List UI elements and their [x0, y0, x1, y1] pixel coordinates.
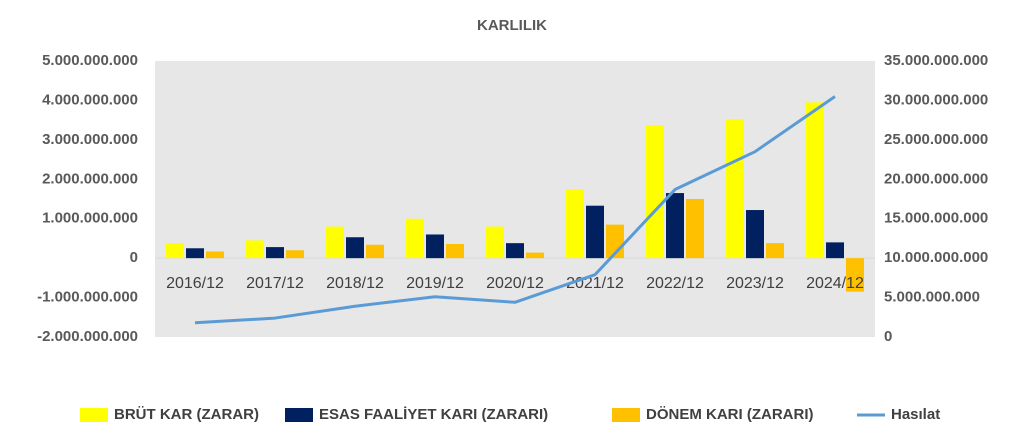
x-tick-label: 2016/12	[166, 275, 224, 292]
y2-tick-label: 35.000.000.000	[884, 52, 988, 69]
bar	[586, 205, 604, 259]
x-tick-label: 2021/12	[566, 275, 624, 292]
x-tick-label: 2024/12	[806, 275, 864, 292]
x-tick-label: 2019/12	[406, 275, 464, 292]
bar	[526, 252, 544, 259]
x-tick-label: 2017/12	[246, 275, 304, 292]
x-tick-label: 2023/12	[726, 275, 784, 292]
line-series	[194, 95, 836, 325]
legend-label: Hasılat	[891, 406, 940, 423]
bar	[826, 242, 844, 259]
bar	[726, 119, 744, 259]
bar	[666, 193, 684, 259]
bar	[286, 250, 304, 259]
y-tick-label: -1.000.000.000	[37, 289, 138, 306]
bar	[746, 210, 764, 259]
y-tick-label: 3.000.000.000	[42, 131, 138, 148]
y2-tick-label: 10.000.000.000	[884, 249, 988, 266]
y-tick-label: 1.000.000.000	[42, 210, 138, 227]
bar	[806, 102, 824, 259]
bar	[326, 226, 344, 259]
y-tick-label: 2.000.000.000	[42, 170, 138, 187]
bar	[686, 199, 704, 259]
y2-tick-label: 0	[884, 328, 892, 345]
bar	[366, 244, 384, 259]
y2-tick-label: 30.000.000.000	[884, 91, 988, 108]
y2-tick-label: 25.000.000.000	[884, 131, 988, 148]
y2-tick-label: 20.000.000.000	[884, 170, 988, 187]
y2-tick-label: 5.000.000.000	[884, 289, 980, 306]
bar	[506, 243, 524, 259]
legend-label: DÖNEM KARI (ZARARI)	[646, 406, 813, 423]
legend-swatch	[80, 408, 108, 422]
legend-label: ESAS FAALİYET KARI (ZARARI)	[319, 406, 548, 423]
bar	[266, 247, 284, 259]
bar	[186, 248, 204, 259]
legend-swatch	[285, 408, 313, 422]
chart-title: KARLILIK	[477, 17, 547, 34]
y-tick-label: 4.000.000.000	[42, 91, 138, 108]
bar	[426, 234, 444, 259]
x-tick-label: 2020/12	[486, 275, 544, 292]
bar	[406, 218, 424, 259]
bar	[646, 125, 664, 259]
x-tick-label: 2018/12	[326, 275, 384, 292]
legend-swatch	[612, 408, 640, 422]
y-tick-label: 5.000.000.000	[42, 52, 138, 69]
y-tick-label: -2.000.000.000	[37, 328, 138, 345]
bar	[446, 243, 464, 259]
bar	[246, 240, 264, 259]
bar	[166, 243, 184, 259]
bar	[846, 258, 864, 292]
plot-area	[155, 61, 875, 337]
bar	[566, 189, 584, 259]
bar	[766, 243, 784, 259]
bar	[486, 226, 504, 259]
legend-label: BRÜT KAR (ZARAR)	[114, 406, 259, 423]
bar	[346, 237, 364, 259]
y2-tick-label: 15.000.000.000	[884, 210, 988, 227]
y-tick-label: 0	[130, 249, 138, 266]
bar	[206, 251, 224, 259]
x-tick-label: 2022/12	[646, 275, 704, 292]
